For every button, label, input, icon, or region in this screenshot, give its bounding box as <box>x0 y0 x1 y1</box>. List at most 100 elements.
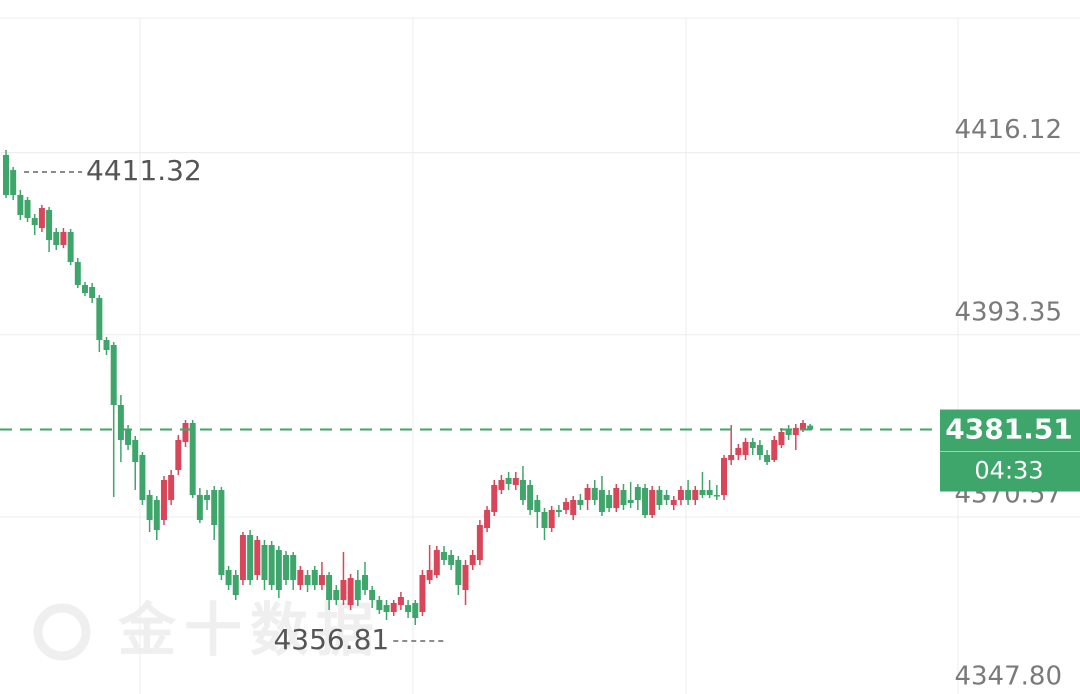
candle-body <box>304 575 311 585</box>
candle-body <box>74 262 81 285</box>
candle-body <box>247 535 254 580</box>
candle-body <box>448 555 455 565</box>
candle-body <box>785 430 792 435</box>
candle-body <box>254 540 261 575</box>
candle-body <box>211 490 218 525</box>
max-label: 4411.32 <box>86 154 202 187</box>
candle-body <box>10 170 17 195</box>
candle-body <box>642 488 649 515</box>
candle-body <box>125 430 132 445</box>
y-tick-label: 4393.35 <box>954 297 1062 327</box>
candle-body <box>606 495 613 508</box>
candle-body <box>491 485 498 512</box>
candle-body <box>369 590 376 600</box>
candle-body <box>182 423 189 442</box>
candle-body <box>318 575 325 585</box>
candle-body <box>354 580 361 600</box>
candle-body <box>484 510 491 528</box>
candle-body <box>146 495 153 520</box>
candle-body <box>555 510 562 512</box>
candle-body <box>735 448 742 455</box>
y-tick-label: 4347.80 <box>954 662 1062 692</box>
candle-body <box>275 550 282 590</box>
candle-body <box>433 550 440 575</box>
candle-body <box>713 495 720 497</box>
candle-body <box>706 490 713 495</box>
candle-body <box>505 478 512 484</box>
candle-body <box>268 545 275 585</box>
candle-body <box>670 500 677 505</box>
candle-body <box>527 485 534 510</box>
candle-body <box>110 345 117 405</box>
countdown: 04:33 <box>974 457 1043 485</box>
candle-body <box>117 405 124 440</box>
candle-body <box>534 500 541 512</box>
candle-body <box>476 525 483 560</box>
candle-body <box>89 287 96 298</box>
candle-body <box>598 490 605 512</box>
candle-body <box>541 512 548 528</box>
watermark-text: 金十数据 <box>118 596 382 664</box>
candle-body <box>577 500 584 505</box>
candle-body <box>498 480 505 490</box>
candle-body <box>239 535 246 580</box>
y-tick-label: 4416.12 <box>954 115 1062 145</box>
candle-body <box>96 298 103 340</box>
candle-body <box>440 552 447 560</box>
candle-body <box>168 475 175 500</box>
candle-body <box>799 423 806 430</box>
watermark: 金十数据 <box>33 596 382 664</box>
candle-body <box>132 440 139 462</box>
candle-body <box>807 425 814 430</box>
candle-body <box>591 488 598 500</box>
candle-body <box>677 490 684 500</box>
candle-body <box>563 502 570 510</box>
candle-body <box>620 490 627 505</box>
candle-body <box>634 487 641 500</box>
candle-body <box>53 232 60 245</box>
candle-body <box>462 565 469 590</box>
candle-body <box>139 455 146 500</box>
candle-body <box>792 428 799 435</box>
candle-body <box>778 432 785 445</box>
candle-body <box>340 580 347 600</box>
candle-body <box>519 480 526 500</box>
candle-body <box>397 597 404 605</box>
price-badge <box>940 409 1080 492</box>
candle-body <box>728 455 735 460</box>
candle-body <box>771 440 778 460</box>
candle-body <box>362 575 368 590</box>
candle-body <box>419 575 426 612</box>
candle-body <box>512 478 519 485</box>
candle-body <box>469 555 476 565</box>
candle-body <box>685 490 692 500</box>
candle-body <box>613 488 620 508</box>
candle-body <box>412 603 419 618</box>
candle-body <box>347 578 354 605</box>
candle-body <box>290 555 297 580</box>
candle-body <box>548 510 555 528</box>
candle-body <box>756 445 763 455</box>
candle-body <box>663 495 670 500</box>
candle-body <box>764 455 771 462</box>
candle-body <box>67 232 74 262</box>
candle-body <box>24 200 31 218</box>
candle-body <box>570 500 577 515</box>
candle-body <box>721 458 727 495</box>
candle-body <box>17 195 24 215</box>
candle-body <box>283 555 290 580</box>
candle-body <box>225 570 232 585</box>
candle-body <box>627 500 634 503</box>
candle-body <box>46 210 53 240</box>
candle-body <box>649 490 656 515</box>
candle-body <box>261 545 268 580</box>
candle-body <box>383 605 390 612</box>
candle-body <box>38 208 45 228</box>
candle-body <box>31 218 38 225</box>
candle-body <box>160 480 167 520</box>
current-price: 4381.51 <box>945 413 1073 446</box>
candle-body <box>405 605 412 612</box>
candle-body <box>175 440 182 470</box>
candle-body <box>103 340 110 350</box>
